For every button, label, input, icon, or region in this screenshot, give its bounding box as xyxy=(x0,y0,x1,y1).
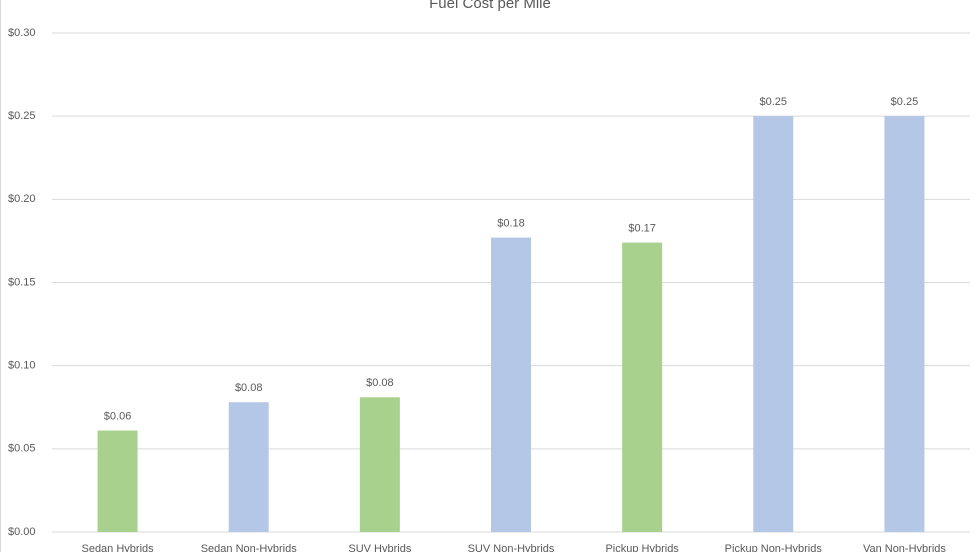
y-tick-label: $0.20 xyxy=(8,193,36,205)
data-label: $0.18 xyxy=(497,217,525,229)
x-tick-label: Sedan Non-Hybrids xyxy=(201,543,297,552)
x-tick-label: Sedan Hybrids xyxy=(81,543,154,552)
bar xyxy=(622,242,663,532)
bar xyxy=(491,237,531,532)
chart-title: Fuel Cost per Mile xyxy=(429,0,551,12)
bar xyxy=(97,430,138,532)
y-tick-label: $0.10 xyxy=(8,360,36,372)
x-tick-label: Pickup Hybrids xyxy=(605,543,679,552)
x-tick-label: SUV Non-Hybrids xyxy=(468,543,555,552)
data-label: $0.08 xyxy=(235,382,263,394)
y-tick-label: $0.00 xyxy=(8,526,36,538)
x-tick-label: Van Non-Hybrids xyxy=(863,543,946,552)
x-tick-label: SUV Hybrids xyxy=(348,543,411,552)
data-label: $0.25 xyxy=(891,96,919,108)
bar xyxy=(884,116,925,533)
y-tick-label: $0.15 xyxy=(8,276,36,288)
y-tick-label: $0.30 xyxy=(8,27,36,39)
data-label: $0.17 xyxy=(628,222,656,234)
bar xyxy=(359,397,400,532)
bar xyxy=(753,116,794,533)
data-label: $0.06 xyxy=(104,410,132,422)
bar xyxy=(228,402,269,532)
x-tick-label: Pickup Non-Hybrids xyxy=(725,543,823,552)
data-label: $0.25 xyxy=(760,96,788,108)
y-tick-label: $0.25 xyxy=(8,110,36,122)
y-tick-label: $0.05 xyxy=(8,443,36,455)
data-label: $0.08 xyxy=(366,377,394,389)
